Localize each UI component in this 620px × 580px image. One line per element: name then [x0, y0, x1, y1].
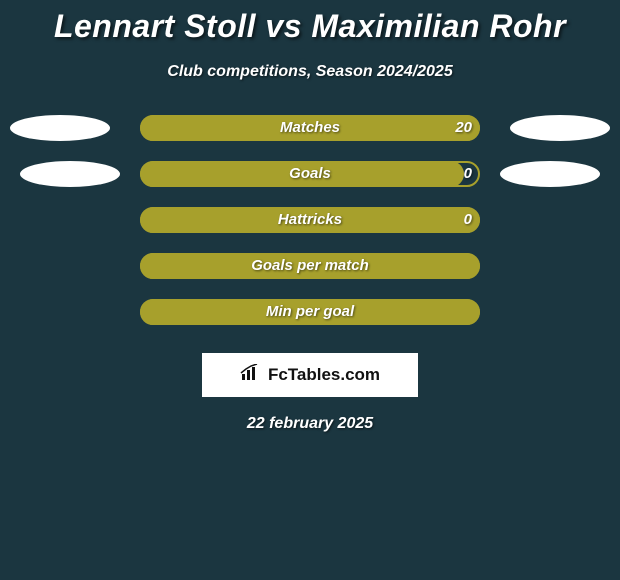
stat-row: Goals 0: [0, 161, 620, 187]
bar-wrap: Hattricks 0: [140, 207, 480, 233]
stat-row: Min per goal: [0, 299, 620, 325]
bar-outline: [140, 161, 480, 187]
infographic-root: Lennart Stoll vs Maximilian Rohr Club co…: [0, 0, 620, 433]
stat-rows: Matches 20 Goals 0 Hattricks 0: [0, 115, 620, 325]
subtitle: Club competitions, Season 2024/2025: [0, 63, 620, 81]
bar-outline: [140, 299, 480, 325]
stat-row: Goals per match: [0, 253, 620, 279]
logo-text: FcTables.com: [268, 365, 380, 385]
ellipse-left-icon: [10, 115, 110, 141]
page-title: Lennart Stoll vs Maximilian Rohr: [0, 8, 620, 45]
bar-wrap: Min per goal: [140, 299, 480, 325]
stat-row: Hattricks 0: [0, 207, 620, 233]
ellipse-right-icon: [510, 115, 610, 141]
ellipse-right-icon: [500, 161, 600, 187]
bar-wrap: Goals per match: [140, 253, 480, 279]
bar-wrap: Goals 0: [140, 161, 480, 187]
bar-wrap: Matches 20: [140, 115, 480, 141]
bar-outline: [140, 207, 480, 233]
stat-row: Matches 20: [0, 115, 620, 141]
bar-outline: [140, 253, 480, 279]
date-label: 22 february 2025: [0, 415, 620, 433]
logo-box: FcTables.com: [202, 353, 418, 397]
ellipse-left-icon: [20, 161, 120, 187]
barchart-icon: [240, 364, 262, 387]
bar-outline: [140, 115, 480, 141]
